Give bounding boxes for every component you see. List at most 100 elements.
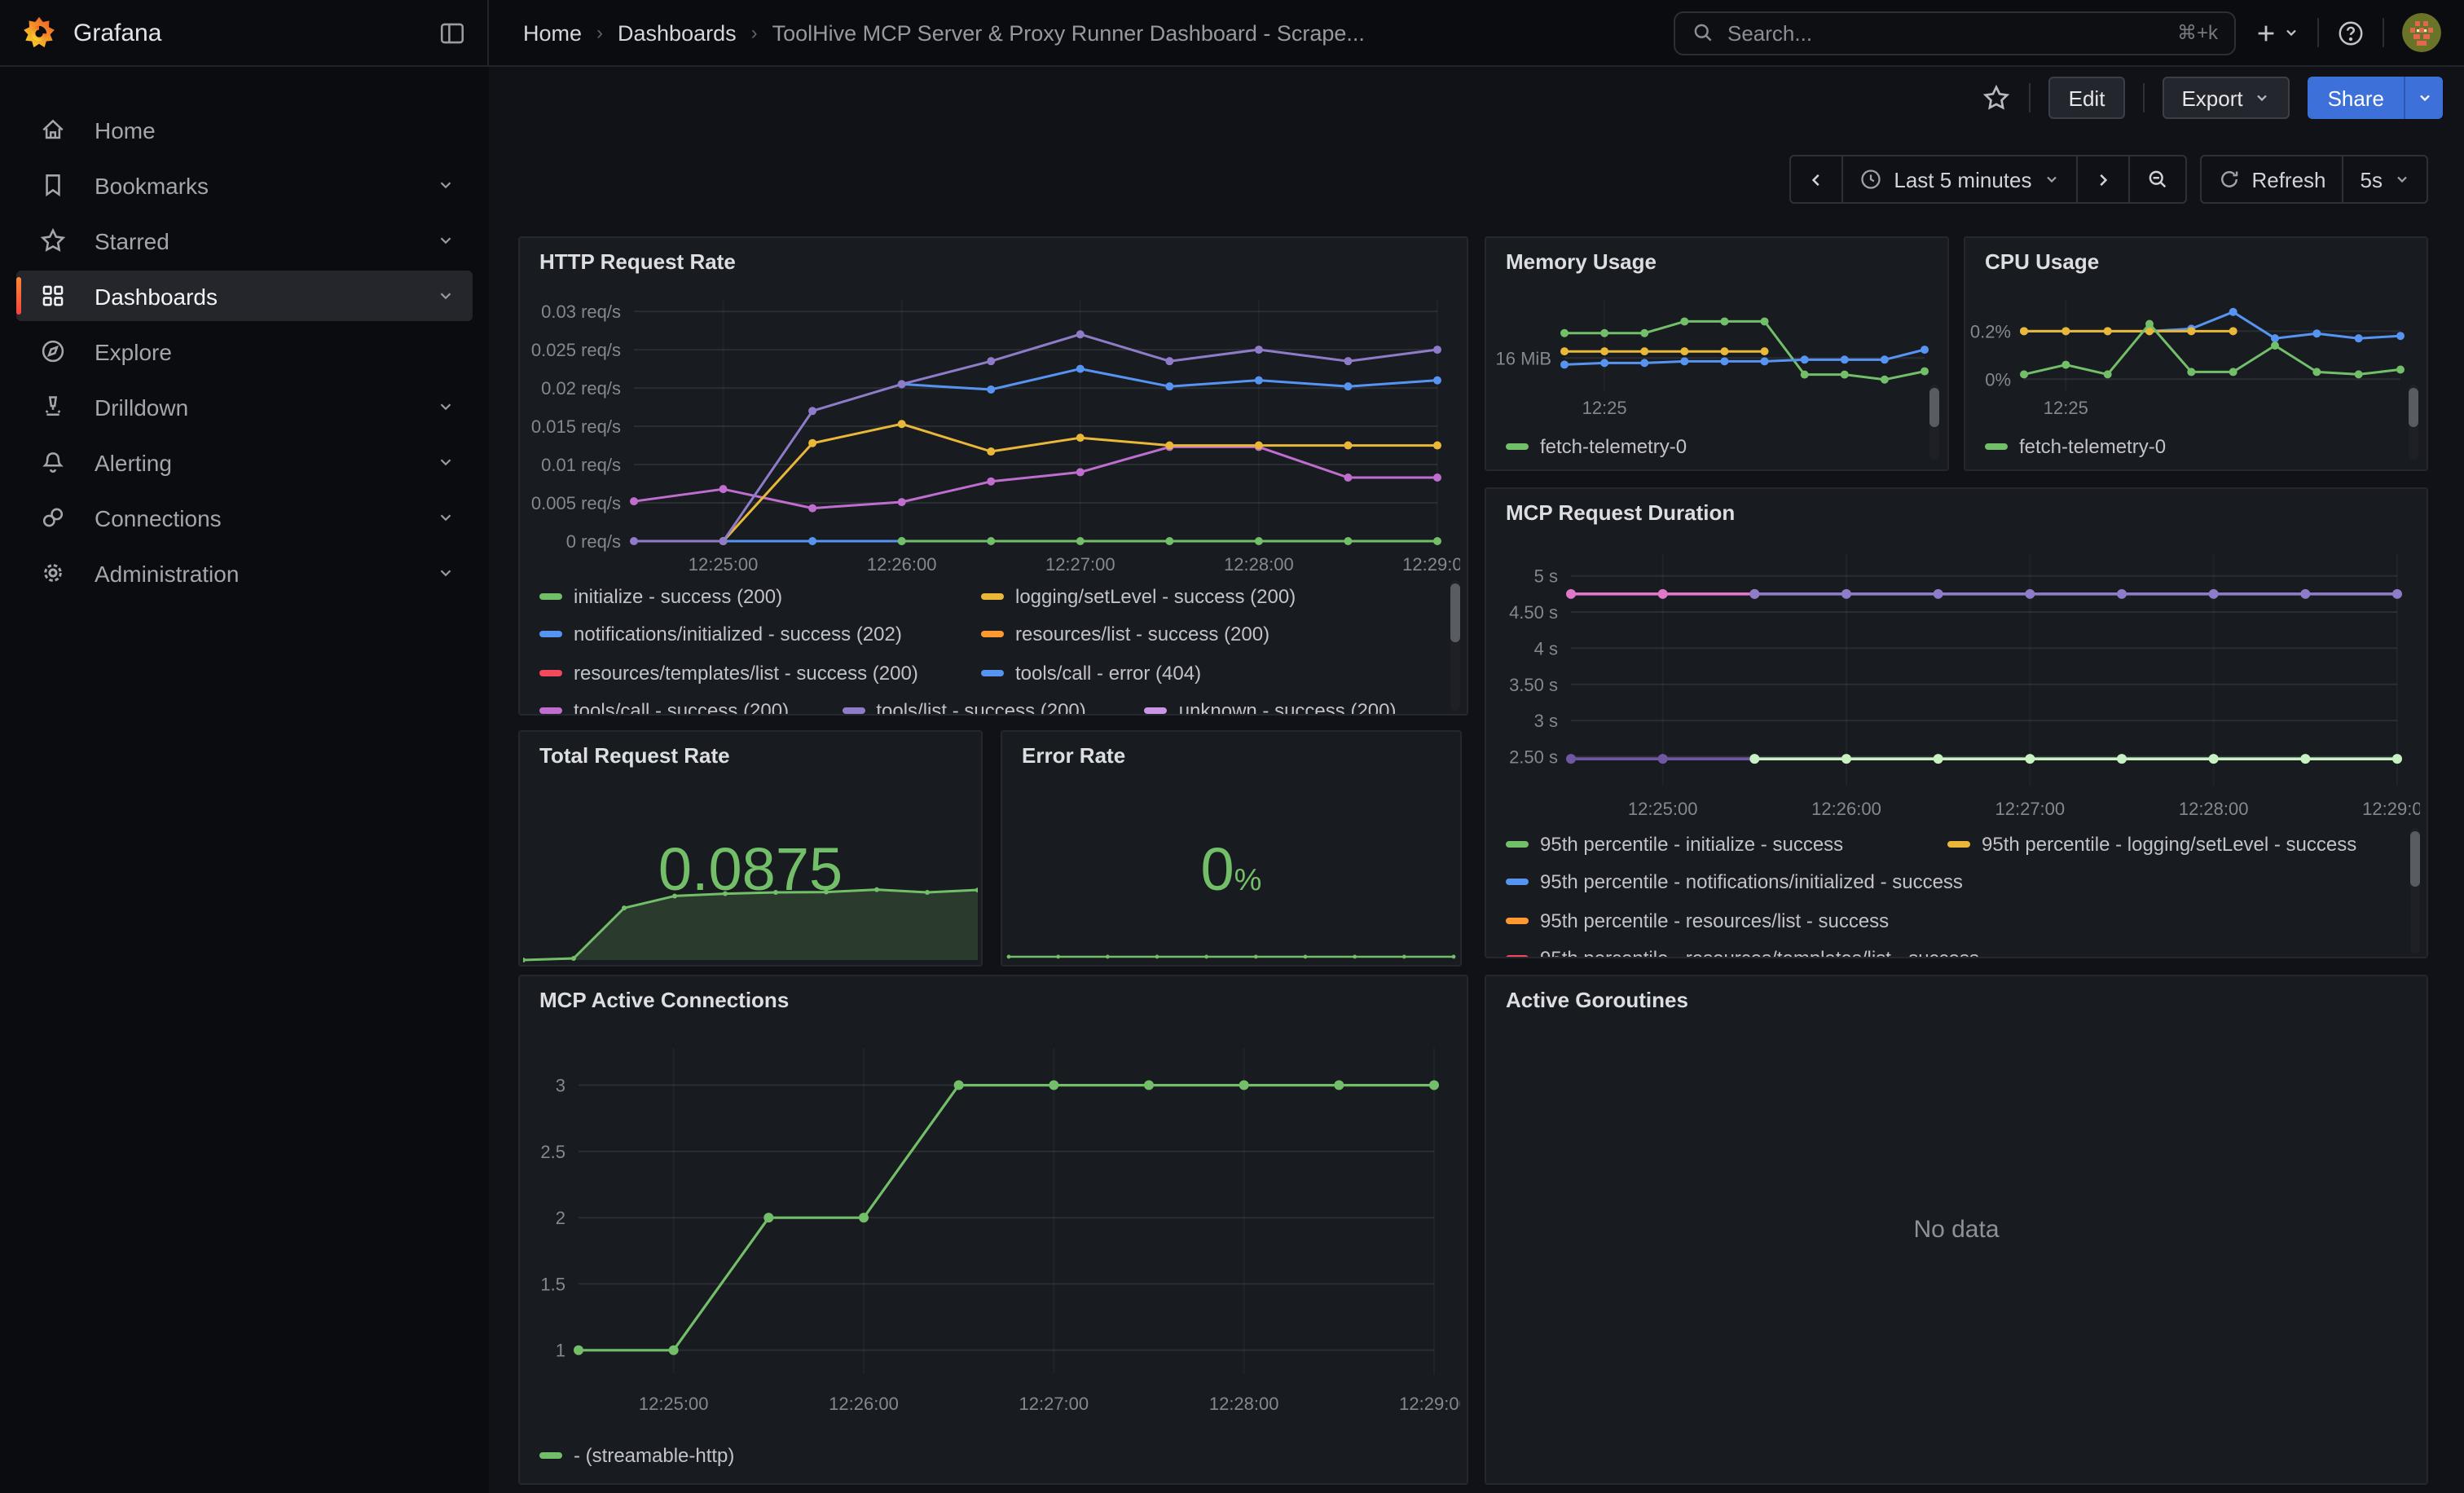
sidebar-item-label: Dashboards xyxy=(95,283,218,309)
memory-legend[interactable]: fetch-telemetry-0 xyxy=(1506,435,1687,458)
sidebar-item-home[interactable]: Home xyxy=(16,104,473,155)
svg-text:12:29:00: 12:29:00 xyxy=(2362,799,2420,819)
breadcrumb-home[interactable]: Home xyxy=(523,20,582,45)
legend-item[interactable]: 95th percentile - initialize - success xyxy=(1506,833,1921,856)
sidebar-item-label: Alerting xyxy=(95,449,172,475)
topbar-divider xyxy=(2317,18,2319,47)
mcp-request-duration-chart[interactable]: 2.50 s3 s3.50 s4 s4.50 s5 s12:25:0012:26… xyxy=(1496,538,2420,821)
export-button[interactable]: Export xyxy=(2162,77,2290,119)
time-forward-button[interactable] xyxy=(2075,155,2129,204)
edit-button[interactable]: Edit xyxy=(2049,77,2125,119)
breadcrumb-separator: › xyxy=(751,21,758,44)
legend-item[interactable]: 95th percentile - notifications/initiali… xyxy=(1506,871,1963,894)
legend-item[interactable]: unknown - success (200) xyxy=(1145,700,1421,715)
panel-title[interactable]: MCP Active Connections xyxy=(520,976,1467,1012)
topbar-right: Search... ⌘+k xyxy=(1674,11,2464,55)
user-avatar[interactable] xyxy=(2402,13,2441,52)
svg-text:2.5: 2.5 xyxy=(540,1142,565,1162)
svg-text:4.50 s: 4.50 s xyxy=(1509,602,1558,623)
legend-item[interactable]: logging/setLevel - success (200) xyxy=(981,585,1296,608)
legend-label: 95th percentile - initialize - success xyxy=(1540,833,1843,856)
sidebar-item-connections[interactable]: Connections xyxy=(16,492,473,543)
legend-item[interactable]: tools/call - error (404) xyxy=(981,662,1201,685)
drilldown-icon xyxy=(39,393,67,421)
panel-title[interactable]: Error Rate xyxy=(1002,732,1460,768)
search-input[interactable]: Search... ⌘+k xyxy=(1674,11,2236,55)
legend-item[interactable]: tools/list - success (200) xyxy=(842,700,1118,715)
legend-item[interactable]: resources/templates/list - success (200) xyxy=(539,662,955,685)
sidebar-item-drilldown[interactable]: Drilldown xyxy=(16,381,473,432)
legend-item[interactable]: initialize - success (200) xyxy=(539,585,955,608)
chevron-down-icon[interactable] xyxy=(437,509,455,526)
panel-title[interactable]: HTTP Request Rate xyxy=(520,238,1467,274)
refresh-interval-picker[interactable]: 5s xyxy=(2343,155,2428,204)
chevron-down-icon[interactable] xyxy=(437,287,455,305)
legend-scrollbar[interactable] xyxy=(2410,828,2420,953)
svg-text:2: 2 xyxy=(556,1208,565,1228)
connections-icon xyxy=(39,504,67,531)
export-label: Export xyxy=(2181,86,2242,110)
legend-label: 95th percentile - resources/list - succe… xyxy=(1540,909,1889,932)
legend-item[interactable]: 95th percentile - logging/setLevel - suc… xyxy=(1947,833,2356,856)
favorite-star-icon[interactable] xyxy=(1982,83,2012,112)
mcp-active-connections-chart[interactable]: 11.522.5312:25:0012:26:0012:27:0012:28:0… xyxy=(530,1032,1460,1416)
help-icon[interactable] xyxy=(2337,19,2365,46)
chevron-down-icon[interactable] xyxy=(437,231,455,249)
legend-color-dash xyxy=(1506,918,1529,924)
dashboard-canvas: Edit Export Share xyxy=(489,65,2464,1493)
legend-item[interactable]: resources/list - success (200) xyxy=(981,623,1269,646)
svg-text:12:29:00: 12:29:00 xyxy=(1402,554,1460,575)
panel-title[interactable]: Memory Usage xyxy=(1486,238,1947,274)
refresh-button[interactable]: Refresh xyxy=(2199,155,2343,204)
svg-text:1.5: 1.5 xyxy=(540,1274,565,1294)
sidebar-item-starred[interactable]: Starred xyxy=(16,215,473,266)
cpu-legend[interactable]: fetch-telemetry-0 xyxy=(1985,435,2166,458)
home-icon xyxy=(39,116,67,143)
svg-text:3: 3 xyxy=(556,1076,565,1096)
sidebar-item-administration[interactable]: Administration xyxy=(16,548,473,598)
legend-item[interactable]: 95th percentile - resources/templates/li… xyxy=(1506,948,1979,958)
grafana-logo[interactable] xyxy=(21,15,57,51)
sidebar-item-label: Administration xyxy=(95,560,239,586)
connections-legend[interactable]: - (streamable-http) xyxy=(539,1444,734,1467)
legend-scrollbar[interactable] xyxy=(1929,385,1939,460)
sidebar-item-explore[interactable]: Explore xyxy=(16,326,473,377)
add-new-button[interactable] xyxy=(2254,20,2299,45)
panel-title[interactable]: CPU Usage xyxy=(1965,238,2427,274)
actions-divider xyxy=(2030,83,2031,112)
refresh-group: Refresh 5s xyxy=(2199,155,2428,204)
chevron-down-icon[interactable] xyxy=(437,398,455,416)
sidebar-item-dashboards[interactable]: Dashboards xyxy=(16,271,473,321)
sidebar-item-alerting[interactable]: Alerting xyxy=(16,437,473,487)
share-dropdown-button[interactable] xyxy=(2404,77,2443,119)
memory-usage-chart[interactable]: 16 MiB12:25 xyxy=(1489,284,1941,421)
svg-text:3.50 s: 3.50 s xyxy=(1509,675,1558,695)
legend-scrollbar[interactable] xyxy=(1450,580,1460,711)
legend-scrollbar[interactable] xyxy=(2409,385,2418,460)
http-request-rate-chart[interactable]: 0 req/s0.005 req/s0.01 req/s0.015 req/s0… xyxy=(530,287,1460,577)
panel-title[interactable]: Total Request Rate xyxy=(520,732,981,768)
cpu-usage-chart[interactable]: 0%0.2%12:25 xyxy=(1969,284,2420,421)
topbar-divider xyxy=(2383,18,2384,47)
time-range-picker[interactable]: Last 5 minutes xyxy=(1841,155,2077,204)
legend-item[interactable]: notifications/initialized - success (202… xyxy=(539,623,955,646)
breadcrumb-dashboards[interactable]: Dashboards xyxy=(618,20,737,45)
sidebar-item-label: Explore xyxy=(95,338,172,364)
chevron-down-icon[interactable] xyxy=(437,176,455,194)
legend-item[interactable]: tools/call - success (200) xyxy=(539,700,816,715)
chevron-down-icon[interactable] xyxy=(437,453,455,471)
zoom-out-button[interactable] xyxy=(2127,155,2186,204)
refresh-icon xyxy=(2217,168,2240,191)
sidebar-item-bookmarks[interactable]: Bookmarks xyxy=(16,160,473,210)
panel-mcp-active-connections: MCP Active Connections 11.522.5312:25:00… xyxy=(518,975,1468,1485)
chevron-down-icon[interactable] xyxy=(437,564,455,582)
panel-title[interactable]: MCP Request Duration xyxy=(1486,489,2427,525)
error-rate-sparkline[interactable] xyxy=(1005,932,1457,962)
svg-text:12:27:00: 12:27:00 xyxy=(1019,1394,1089,1414)
administration-icon xyxy=(39,559,67,587)
time-back-button[interactable] xyxy=(1789,155,1843,204)
share-button[interactable]: Share xyxy=(2308,77,2404,119)
time-picker-group: Last 5 minutes xyxy=(1789,155,2186,204)
legend-item[interactable]: 95th percentile - resources/list - succe… xyxy=(1506,909,1889,932)
dock-menu-icon[interactable] xyxy=(438,19,466,46)
